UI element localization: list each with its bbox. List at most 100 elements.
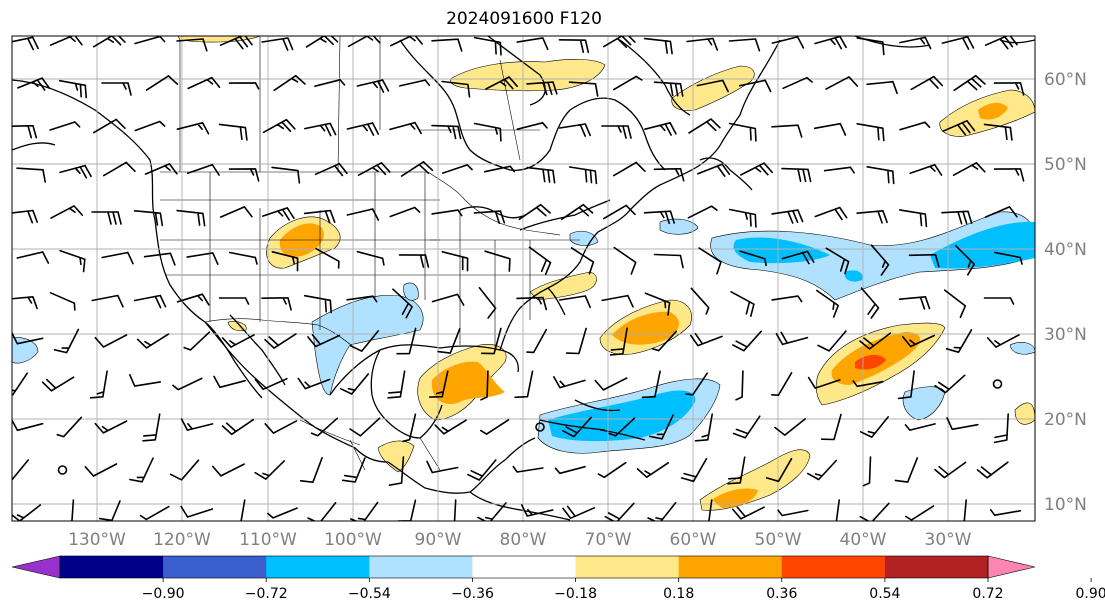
lon-label: 40°W [840, 530, 887, 550]
wind-barb [696, 79, 729, 93]
wind-barb [807, 459, 838, 481]
wind-barb [49, 36, 83, 46]
wind-barb [728, 208, 757, 228]
wind-barb [835, 499, 840, 521]
wind-barb [728, 38, 761, 52]
wind-barb [528, 246, 552, 275]
wind-barb [176, 209, 206, 227]
wind-barb [816, 289, 839, 318]
wind-barb [862, 456, 872, 487]
wind-barb [485, 76, 518, 90]
map-title: 2024091600 F120 [446, 9, 602, 29]
longitude-labels: 130°W 120°W 110°W 100°W 90°W 80°W 70°W 6… [68, 530, 972, 550]
wind-barb [478, 287, 497, 319]
wind-barb [219, 206, 253, 218]
wind-barb [41, 376, 75, 392]
wind-barb [984, 36, 1018, 50]
wind-barb [860, 287, 880, 319]
wind-barb [775, 331, 809, 346]
wind-barb [643, 37, 673, 55]
wind-barb [856, 123, 885, 142]
wind-barb [651, 330, 678, 352]
lat-label: 60°N [1044, 70, 1087, 90]
wind-barb [934, 374, 966, 394]
wind-barb [356, 250, 385, 266]
colorbar: −0.90 −0.72 −0.54 −0.36 −0.18 0.18 0.36 0.54 0.7… [11, 555, 1105, 602]
wind-barb [814, 206, 848, 221]
wind-barb [604, 502, 635, 521]
wind-barb [866, 166, 895, 185]
wind-barb [680, 457, 708, 483]
lon-label: 120°W [153, 530, 211, 550]
latitude-labels: 60°N 50°N 40°N 30°N 20°N 10°N [1044, 70, 1087, 515]
wind-barb [732, 415, 761, 439]
wind-barb [213, 375, 246, 389]
wind-barb [641, 370, 661, 399]
wind-barb [688, 118, 721, 134]
wind-barb [565, 327, 587, 355]
wind-barb [187, 76, 221, 90]
colorbar-extend-max [987, 555, 1036, 579]
wind-barb [303, 294, 332, 314]
wind-barb [136, 333, 170, 349]
wind-barb [480, 327, 502, 355]
wind-barb [946, 417, 979, 431]
wind-barb [396, 327, 417, 355]
wind-barb [781, 250, 815, 265]
gridlines [12, 36, 1035, 521]
calm-circle [57, 465, 68, 475]
wind-barb [597, 461, 627, 479]
wind-barb [520, 504, 554, 517]
wind-barb [594, 377, 628, 391]
wind-barb [84, 463, 118, 477]
wind-barb [898, 209, 928, 228]
wind-barb [315, 247, 340, 269]
wind-barb [908, 253, 940, 268]
calm-circle [992, 379, 1003, 389]
wind-barb [261, 37, 294, 51]
wind-barb [133, 210, 164, 227]
colorbar-segment [266, 556, 370, 578]
wind-barb [512, 465, 544, 473]
wind-barb [12, 331, 44, 345]
wind-barb [514, 370, 534, 399]
wind-barb [774, 418, 806, 436]
wind-barb [942, 120, 976, 136]
wind-barb [644, 292, 671, 316]
map-frame [11, 35, 1036, 522]
wind-barb [49, 121, 81, 131]
wind-barb [342, 457, 366, 483]
wind-barb [431, 124, 462, 140]
colorbar-tick-label: −0.72 [245, 586, 288, 602]
wind-barb [218, 297, 250, 305]
wind-barb [993, 82, 1025, 96]
wind-barb [732, 506, 765, 520]
wind-barb [739, 250, 767, 267]
wind-barb [176, 122, 210, 135]
wind-barb [12, 459, 29, 481]
wind-barb [12, 296, 38, 310]
wind-barb [186, 252, 219, 265]
wind-barb [603, 204, 636, 220]
wind-barb [103, 161, 136, 177]
colorbar-tick-label: 0.36 [766, 586, 797, 602]
colorbar-tick-label: 0.72 [972, 586, 1003, 602]
wind-barb [441, 164, 473, 174]
wind-barb [526, 328, 548, 354]
wind-barb [94, 420, 128, 434]
wind-barb [299, 457, 323, 483]
wind-barb [820, 413, 842, 441]
wind-barb [866, 80, 898, 95]
wind-barb [56, 416, 83, 438]
wind-barb [49, 292, 76, 311]
wind-barb [653, 81, 684, 97]
wind-barb [176, 38, 208, 52]
wind-barb [859, 416, 889, 438]
wind-barb [219, 36, 253, 50]
wind-barb [708, 499, 713, 521]
wind-barb [261, 297, 292, 311]
wind-barb [212, 463, 245, 477]
lon-label: 60°W [670, 530, 717, 550]
wind-barb [771, 36, 805, 49]
